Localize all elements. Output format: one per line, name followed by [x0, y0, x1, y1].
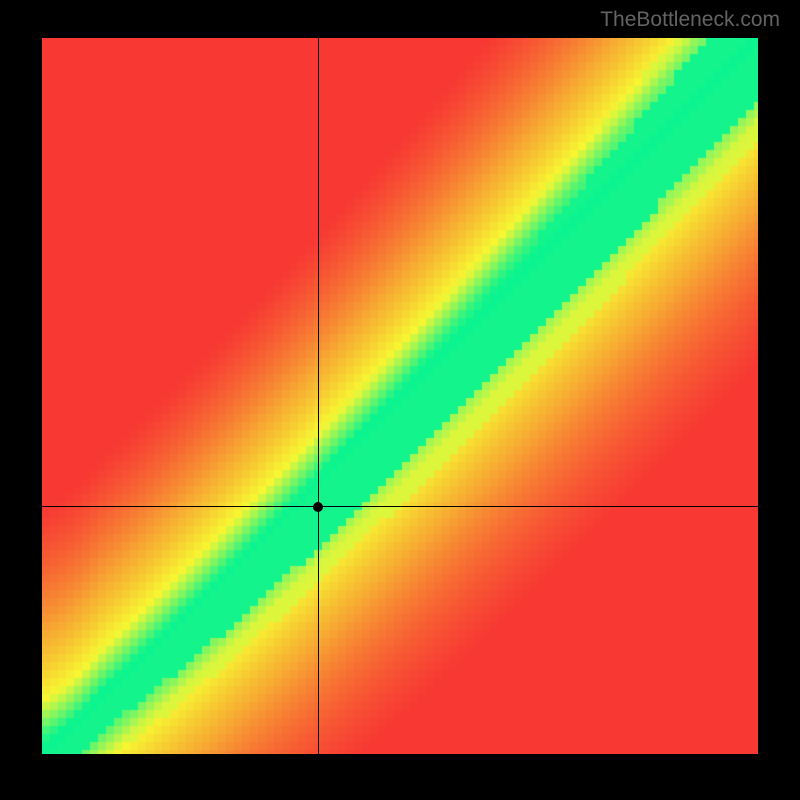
heatmap-canvas — [42, 38, 758, 754]
heatmap-plot — [42, 38, 758, 754]
intersection-marker — [313, 502, 323, 512]
chart-container: TheBottleneck.com — [0, 0, 800, 800]
watermark-text: TheBottleneck.com — [600, 8, 780, 32]
crosshair-vertical — [318, 38, 319, 754]
crosshair-horizontal — [42, 506, 758, 507]
